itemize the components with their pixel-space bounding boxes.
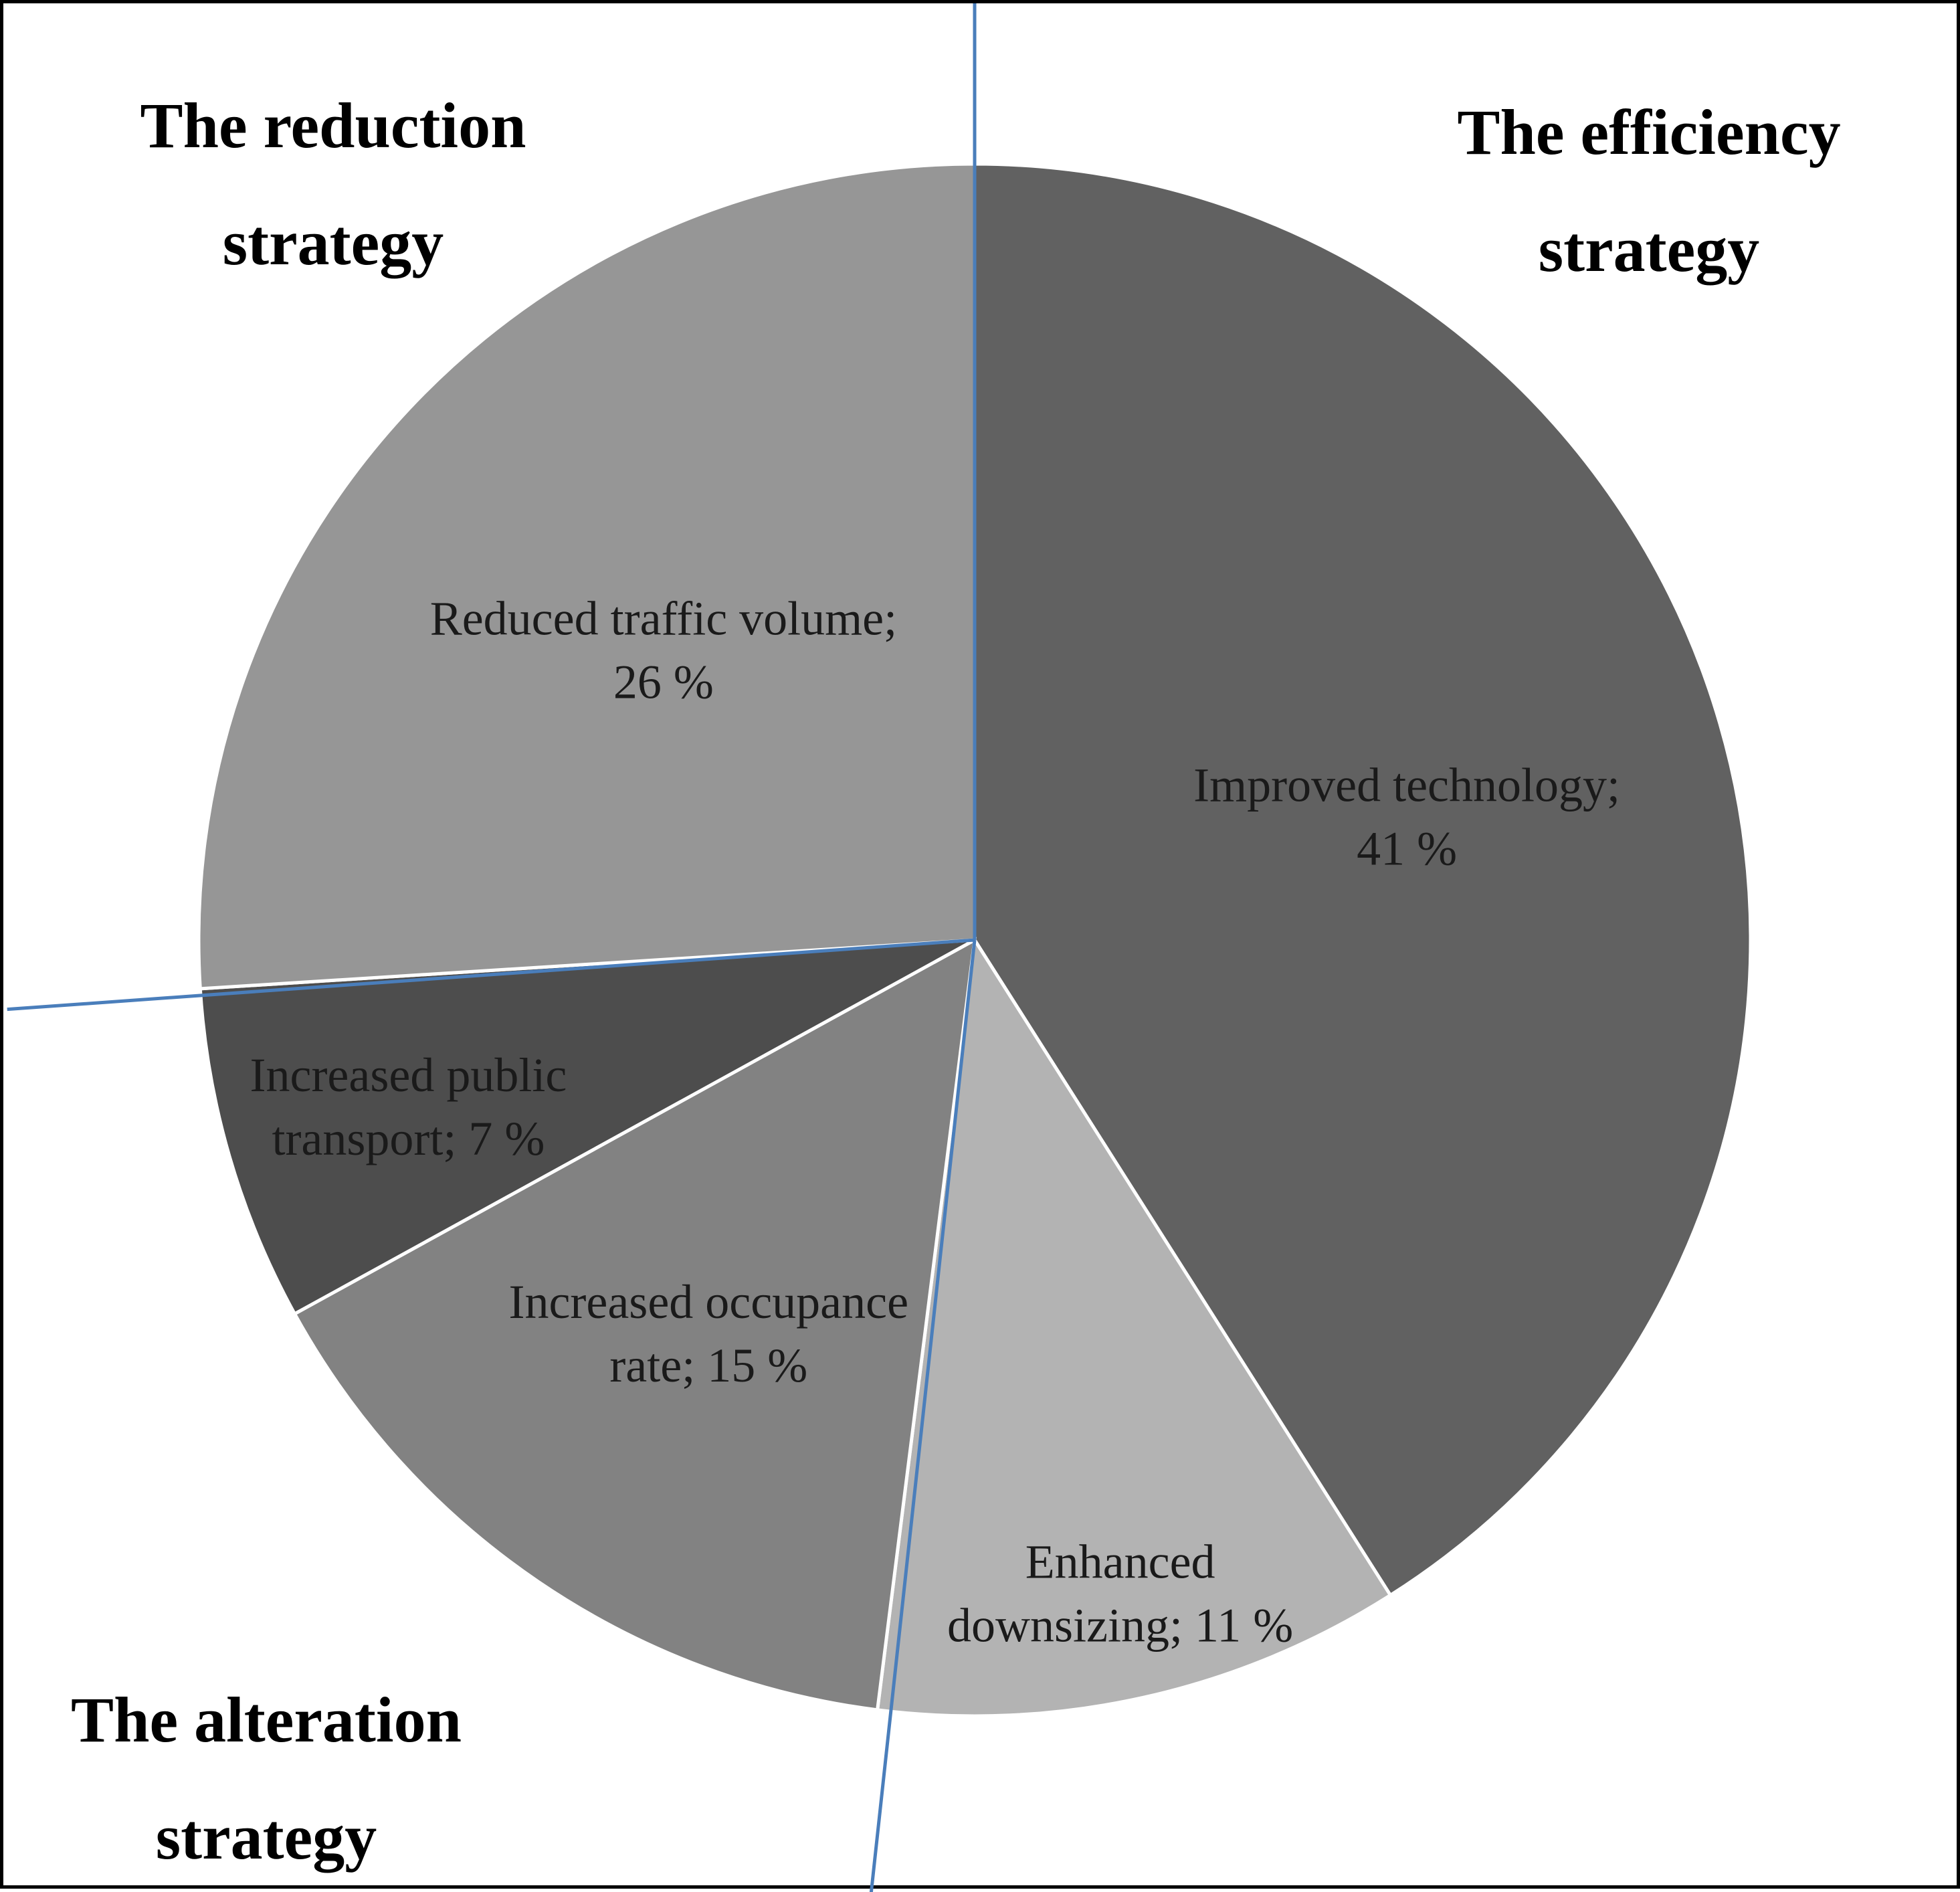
slice-label-enhanced-downsizing: Enhanced downsizing; 11 % — [947, 1535, 1293, 1652]
strategy-label-the-reduction-strategy: The reduction strategy — [140, 90, 526, 278]
divider-alteration-reduction — [7, 938, 975, 1012]
pie-slice-increased-occupance-rate — [292, 937, 977, 1712]
pie-slice-improved-technology — [973, 162, 1753, 1598]
slice-label-reduced-traffic-volume: Reduced traffic volume; 26 % — [430, 591, 897, 708]
strategy-dividers — [7, 3, 977, 1892]
pie-slice-enhanced-downsizing — [875, 935, 1393, 1718]
strategy-label-the-alteration-strategy: The alteration strategy — [71, 1684, 462, 1873]
slice-label-improved-technology: Improved technology; 41 % — [1193, 758, 1620, 875]
strategy-label-the-efficiency-strategy: The efficiency strategy — [1457, 96, 1840, 285]
slice-label-increased-occupance-rate: Increased occupance rate; 15 % — [508, 1275, 908, 1392]
divider-efficiency-alteration — [869, 939, 977, 1892]
slice-label-increased-public-transport: Increased public transport; 7 % — [250, 1048, 567, 1165]
pie-slice-reduced-traffic-volume — [197, 162, 977, 991]
pie-chart: Improved technology; 41 % Enhanced downsizi… — [7, 3, 1841, 1892]
slice-labels: Improved technology; 41 % Enhanced downsizi… — [250, 591, 1620, 1652]
strategy-labels: The efficiency strategy The alteration stra… — [71, 90, 1841, 1873]
pie-slice-increased-public-transport — [198, 938, 976, 1317]
slices-layer — [197, 162, 1753, 1718]
